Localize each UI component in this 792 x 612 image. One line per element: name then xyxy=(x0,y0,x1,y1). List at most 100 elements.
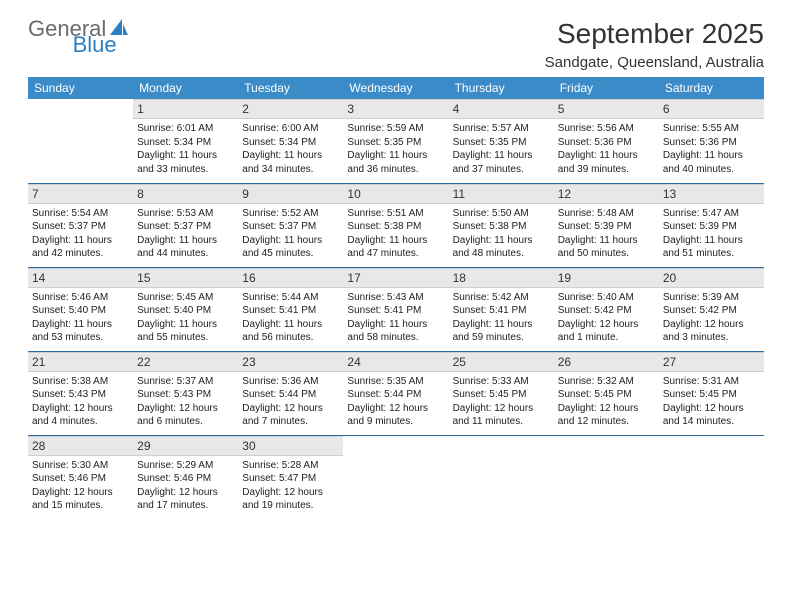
calendar-week-row: 21Sunrise: 5:38 AMSunset: 5:43 PMDayligh… xyxy=(28,351,764,435)
sunrise-text: Sunrise: 5:38 AM xyxy=(32,375,129,389)
day-number: 10 xyxy=(343,184,448,204)
calendar-day-cell: 2Sunrise: 6:00 AMSunset: 5:34 PMDaylight… xyxy=(238,99,343,183)
logo-text-blue: Blue xyxy=(73,34,117,56)
daylight-text: Daylight: 12 hours xyxy=(347,402,444,416)
daylight-text: Daylight: 11 hours xyxy=(32,234,129,248)
daylight-text: and 17 minutes. xyxy=(137,499,234,513)
daylight-text: and 34 minutes. xyxy=(242,163,339,177)
daylight-text: Daylight: 12 hours xyxy=(453,402,550,416)
calendar-day-cell: 15Sunrise: 5:45 AMSunset: 5:40 PMDayligh… xyxy=(133,267,238,351)
daylight-text: and 39 minutes. xyxy=(558,163,655,177)
calendar-day-cell: 1Sunrise: 6:01 AMSunset: 5:34 PMDaylight… xyxy=(133,99,238,183)
daylight-text: Daylight: 12 hours xyxy=(663,318,760,332)
day-number: 30 xyxy=(238,436,343,456)
sunrise-text: Sunrise: 5:40 AM xyxy=(558,291,655,305)
sunrise-text: Sunrise: 5:52 AM xyxy=(242,207,339,221)
sunset-text: Sunset: 5:46 PM xyxy=(32,472,129,486)
daylight-text: and 33 minutes. xyxy=(137,163,234,177)
location-subtitle: Sandgate, Queensland, Australia xyxy=(545,54,764,71)
sunrise-text: Sunrise: 5:33 AM xyxy=(453,375,550,389)
calendar-day-cell: 8Sunrise: 5:53 AMSunset: 5:37 PMDaylight… xyxy=(133,183,238,267)
sunset-text: Sunset: 5:37 PM xyxy=(32,220,129,234)
daylight-text: and 40 minutes. xyxy=(663,163,760,177)
calendar-day-cell: 11Sunrise: 5:50 AMSunset: 5:38 PMDayligh… xyxy=(449,183,554,267)
day-number: 29 xyxy=(133,436,238,456)
daylight-text: and 58 minutes. xyxy=(347,331,444,345)
sunset-text: Sunset: 5:45 PM xyxy=(663,388,760,402)
calendar-week-row: 7Sunrise: 5:54 AMSunset: 5:37 PMDaylight… xyxy=(28,183,764,267)
sunrise-text: Sunrise: 5:36 AM xyxy=(242,375,339,389)
daylight-text: and 1 minute. xyxy=(558,331,655,345)
daylight-text: and 44 minutes. xyxy=(137,247,234,261)
calendar-day-cell: 20 Sunrise: 5:39 AMSunset: 5:42 PMDayligh… xyxy=(659,267,764,351)
weekday-header: Sunday xyxy=(28,77,133,99)
day-number: 13 xyxy=(659,184,764,204)
daylight-text: and 55 minutes. xyxy=(137,331,234,345)
sunrise-text: Sunrise: 5:45 AM xyxy=(137,291,234,305)
weekday-header: Tuesday xyxy=(238,77,343,99)
daylight-text: and 48 minutes. xyxy=(453,247,550,261)
daylight-text: Daylight: 11 hours xyxy=(347,318,444,332)
daylight-text: and 15 minutes. xyxy=(32,499,129,513)
sunrise-text: Sunrise: 5:31 AM xyxy=(663,375,760,389)
daylight-text: Daylight: 11 hours xyxy=(453,149,550,163)
sunrise-text: Sunrise: 5:39 AM xyxy=(663,291,760,305)
calendar-day-cell: 30Sunrise: 5:28 AMSunset: 5:47 PMDayligh… xyxy=(238,435,343,519)
sunset-text: Sunset: 5:38 PM xyxy=(453,220,550,234)
calendar-day-cell: 26Sunrise: 5:32 AMSunset: 5:45 PMDayligh… xyxy=(554,351,659,435)
calendar-week-row: 28Sunrise: 5:30 AMSunset: 5:46 PMDayligh… xyxy=(28,435,764,519)
sunrise-text: Sunrise: 5:46 AM xyxy=(32,291,129,305)
sunset-text: Sunset: 5:42 PM xyxy=(663,304,760,318)
calendar-day-cell: 17Sunrise: 5:43 AMSunset: 5:41 PMDayligh… xyxy=(343,267,448,351)
calendar-table: Sunday Monday Tuesday Wednesday Thursday… xyxy=(28,77,764,519)
day-number: 27 xyxy=(659,352,764,372)
sunset-text: Sunset: 5:34 PM xyxy=(137,136,234,150)
daylight-text: Daylight: 11 hours xyxy=(242,149,339,163)
weekday-header: Saturday xyxy=(659,77,764,99)
calendar-week-row: 14Sunrise: 5:46 AMSunset: 5:40 PMDayligh… xyxy=(28,267,764,351)
page-header: General Blue September 2025 Sandgate, Qu… xyxy=(28,18,764,71)
daylight-text: Daylight: 11 hours xyxy=(137,149,234,163)
daylight-text: and 56 minutes. xyxy=(242,331,339,345)
sunset-text: Sunset: 5:39 PM xyxy=(558,220,655,234)
sunset-text: Sunset: 5:35 PM xyxy=(347,136,444,150)
sunrise-text: Sunrise: 5:55 AM xyxy=(663,122,760,136)
weekday-header: Wednesday xyxy=(343,77,448,99)
calendar-week-row: 1Sunrise: 6:01 AMSunset: 5:34 PMDaylight… xyxy=(28,99,764,183)
sunset-text: Sunset: 5:41 PM xyxy=(453,304,550,318)
sunrise-text: Sunrise: 5:53 AM xyxy=(137,207,234,221)
sunset-text: Sunset: 5:36 PM xyxy=(558,136,655,150)
daylight-text: Daylight: 11 hours xyxy=(137,318,234,332)
calendar-day-cell: 12Sunrise: 5:48 AMSunset: 5:39 PMDayligh… xyxy=(554,183,659,267)
day-number: 23 xyxy=(238,352,343,372)
sunset-text: Sunset: 5:44 PM xyxy=(242,388,339,402)
day-number: 20 xyxy=(659,268,764,288)
sunset-text: Sunset: 5:36 PM xyxy=(663,136,760,150)
day-number: 1 xyxy=(133,99,238,119)
weekday-header: Friday xyxy=(554,77,659,99)
calendar-day-cell: 16Sunrise: 5:44 AMSunset: 5:41 PMDayligh… xyxy=(238,267,343,351)
calendar-day-cell: 21Sunrise: 5:38 AMSunset: 5:43 PMDayligh… xyxy=(28,351,133,435)
calendar-day-cell: 18Sunrise: 5:42 AMSunset: 5:41 PMDayligh… xyxy=(449,267,554,351)
weekday-header: Monday xyxy=(133,77,238,99)
sunset-text: Sunset: 5:45 PM xyxy=(453,388,550,402)
daylight-text: Daylight: 12 hours xyxy=(242,402,339,416)
calendar-day-cell: 3Sunrise: 5:59 AMSunset: 5:35 PMDaylight… xyxy=(343,99,448,183)
day-number: 6 xyxy=(659,99,764,119)
daylight-text: Daylight: 12 hours xyxy=(242,486,339,500)
logo: General Blue xyxy=(28,18,129,56)
daylight-text: and 47 minutes. xyxy=(347,247,444,261)
calendar-day-cell: 27Sunrise: 5:31 AMSunset: 5:45 PMDayligh… xyxy=(659,351,764,435)
sunrise-text: Sunrise: 5:56 AM xyxy=(558,122,655,136)
calendar-day-cell: 14Sunrise: 5:46 AMSunset: 5:40 PMDayligh… xyxy=(28,267,133,351)
daylight-text: and 3 minutes. xyxy=(663,331,760,345)
daylight-text: Daylight: 11 hours xyxy=(663,234,760,248)
daylight-text: and 9 minutes. xyxy=(347,415,444,429)
calendar-day-cell: 24Sunrise: 5:35 AMSunset: 5:44 PMDayligh… xyxy=(343,351,448,435)
sunrise-text: Sunrise: 5:35 AM xyxy=(347,375,444,389)
sunset-text: Sunset: 5:41 PM xyxy=(347,304,444,318)
sunset-text: Sunset: 5:40 PM xyxy=(32,304,129,318)
sunset-text: Sunset: 5:43 PM xyxy=(137,388,234,402)
sunset-text: Sunset: 5:43 PM xyxy=(32,388,129,402)
daylight-text: Daylight: 12 hours xyxy=(558,318,655,332)
